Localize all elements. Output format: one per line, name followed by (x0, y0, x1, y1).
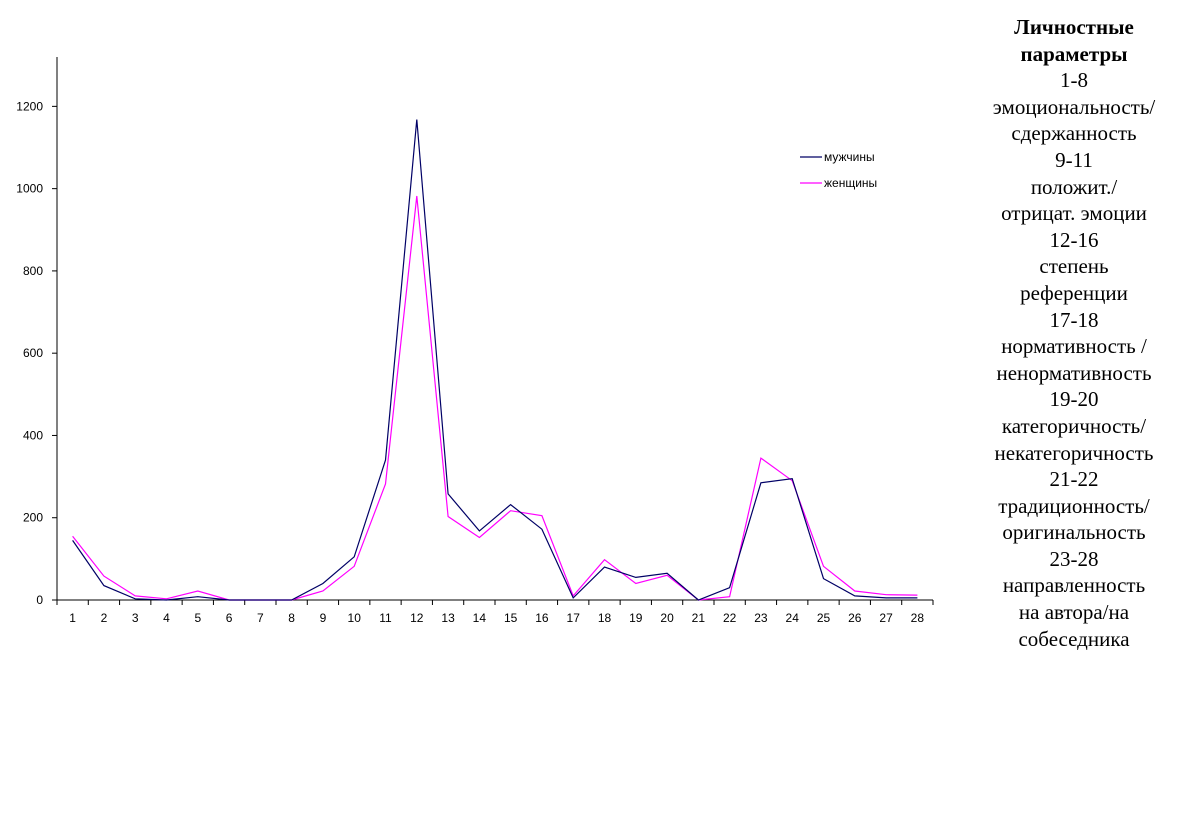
x-tick-label: 14 (473, 611, 487, 625)
x-tick-label: 17 (567, 611, 581, 625)
x-tick-label: 26 (848, 611, 862, 625)
panel-line: референции (1020, 280, 1128, 305)
legend-label-men: мужчины (824, 150, 875, 164)
panel-line: 23-28 (1049, 546, 1099, 571)
panel-line: 12-16 (1049, 227, 1099, 252)
panel-line: на автора/на (1018, 600, 1130, 625)
x-tick-label: 6 (226, 611, 233, 625)
panel-line: 1-8 (1060, 68, 1088, 93)
x-tick-label: 21 (692, 611, 706, 625)
panel-line: отрицат. эмоции (1001, 201, 1147, 226)
panel-line: нормативность / (1001, 334, 1147, 359)
x-axis: 1 2 3 4 5 6 7 8 9 10 11 12 13 14 15 16 17 18 19 20 21 22 23 24 2… (56, 599, 934, 625)
panel-line: традиционность/ (998, 493, 1150, 518)
panel-line: ненормативность (996, 360, 1152, 385)
y-tick-label: 1200 (16, 99, 43, 113)
panel-line: категоричность/ (1001, 413, 1147, 438)
x-tick-label: 1 (69, 611, 76, 625)
y-axis: 0 200 400 600 800 1000 1200 (16, 57, 58, 607)
y-tick-label: 1000 (16, 182, 43, 196)
x-tick-label: 25 (817, 611, 831, 625)
panel-heading-line-1: Личностные (1014, 15, 1134, 39)
y-tick-label: 600 (23, 346, 43, 360)
panel-line: сдержанность (1011, 121, 1137, 146)
y-tick-label: 0 (36, 593, 43, 607)
x-tick-label: 19 (629, 611, 643, 625)
series-men-line (72, 119, 918, 601)
series-women-line (72, 195, 918, 601)
x-tick-label: 22 (723, 611, 737, 625)
y-tick-label: 200 (23, 511, 43, 525)
panel-line: степень (1039, 254, 1109, 279)
x-tick-label: 28 (911, 611, 925, 625)
panel-line: 21-22 (1049, 467, 1099, 492)
x-tick-label: 23 (754, 611, 768, 625)
x-tick-label: 3 (132, 611, 139, 625)
x-tick-label: 24 (786, 611, 800, 625)
x-tick-label: 13 (441, 611, 455, 625)
x-tick-label: 20 (660, 611, 674, 625)
panel-line: собеседника (1018, 626, 1130, 651)
x-tick-label: 4 (163, 611, 170, 625)
legend-label-women: женщины (824, 176, 877, 190)
panel-line: эмоциональность/ (992, 94, 1156, 119)
x-tick-label: 27 (879, 611, 893, 625)
panel-line: 9-11 (1055, 147, 1093, 172)
x-tick-label: 15 (504, 611, 518, 625)
x-tick-label: 12 (410, 611, 424, 625)
y-tick-label: 400 (23, 428, 43, 442)
legend: мужчины женщины (800, 150, 877, 190)
panel-line: оригинальность (1002, 520, 1146, 545)
series-layer (72, 119, 918, 601)
panel-line: положит./ (1030, 174, 1118, 199)
x-tick-label: 9 (320, 611, 327, 625)
x-tick-label: 8 (288, 611, 295, 625)
panel-line: направленность (1002, 573, 1146, 598)
y-tick-label: 800 (23, 264, 43, 278)
x-tick-label: 5 (194, 611, 201, 625)
panel-line: 19-20 (1049, 387, 1099, 412)
x-tick-label: 2 (101, 611, 108, 625)
panel-line: некатегоричность (994, 440, 1154, 465)
panel-line: 17-18 (1049, 307, 1099, 332)
x-tick-label: 18 (598, 611, 612, 625)
x-tick-label: 16 (535, 611, 549, 625)
personality-parameters-panel: Личностные параметры 1-8 эмоциональность… (952, 14, 1196, 652)
panel-heading-line-2: параметры (1020, 41, 1128, 66)
x-tick-label: 10 (348, 611, 362, 625)
x-tick-label: 7 (257, 611, 264, 625)
x-tick-label: 11 (379, 611, 392, 625)
